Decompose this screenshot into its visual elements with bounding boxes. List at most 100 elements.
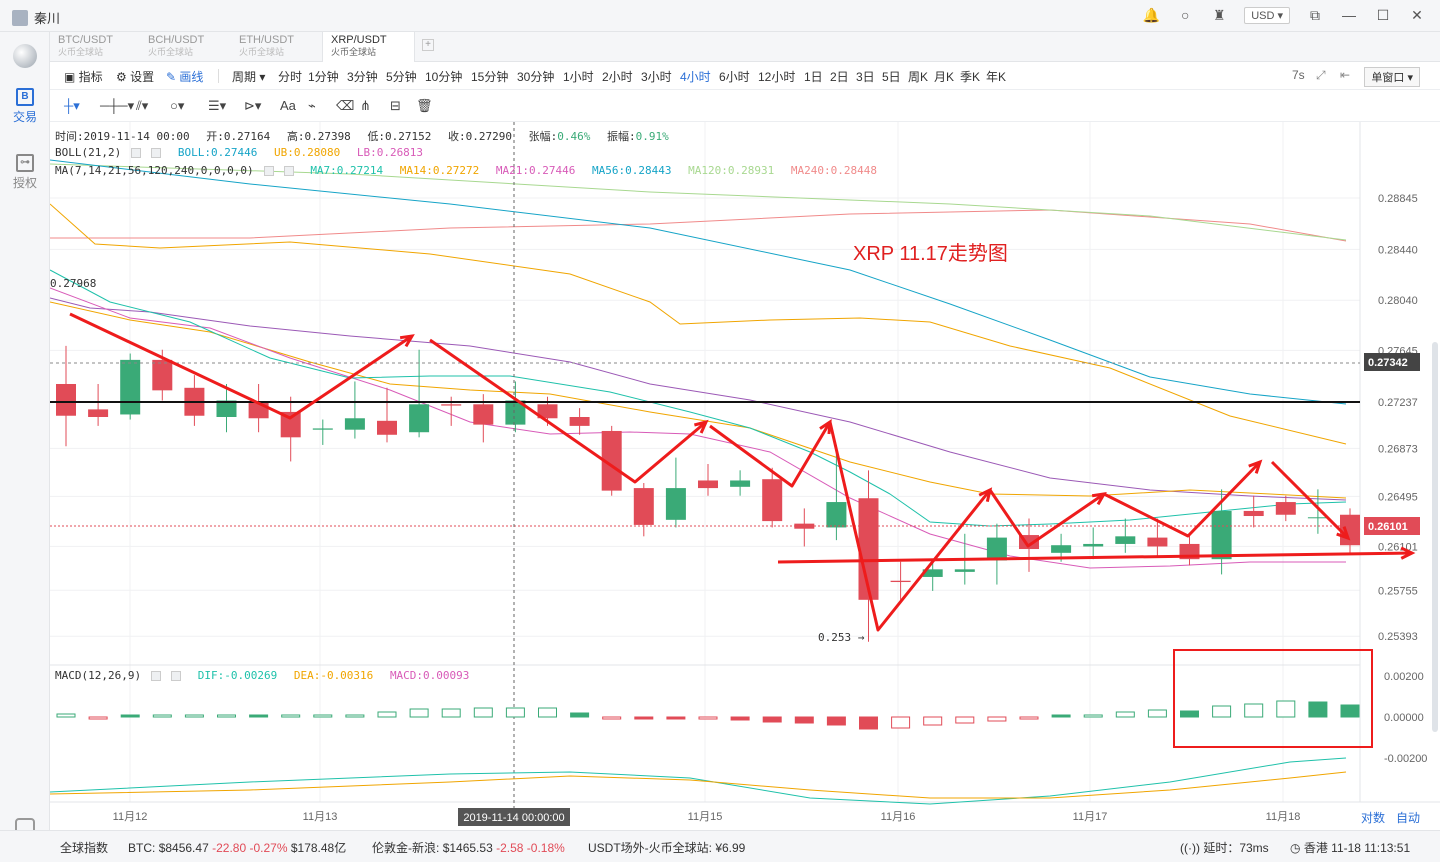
period-19[interactable]: 季K <box>960 70 981 84</box>
collapse-icon[interactable]: ⇤ <box>1340 68 1351 82</box>
macd-close-icon[interactable] <box>171 671 182 681</box>
global-index[interactable]: 全球指数 <box>60 841 109 855</box>
period-14[interactable]: 2日 <box>830 70 849 84</box>
maximize-icon[interactable]: ☐ <box>1376 6 1390 23</box>
draw-button[interactable]: ✎ 画线 <box>166 70 204 84</box>
ma120-value: MA120:0.28931 <box>688 164 775 177</box>
period-13[interactable]: 1日 <box>804 70 823 84</box>
period-18[interactable]: 月K <box>934 70 955 84</box>
period-2[interactable]: 3分钟 <box>347 70 378 84</box>
macd-settings-icon[interactable] <box>151 671 162 681</box>
macd-bar <box>281 714 301 718</box>
ma21-line <box>49 297 1347 501</box>
period-15[interactable]: 3日 <box>856 70 875 84</box>
ma-settings-icon[interactable] <box>263 166 274 176</box>
macd-tick-label: 0.00000 <box>1384 712 1424 724</box>
tab-eth[interactable]: ETH/USDT 火币全球站 <box>231 32 302 62</box>
user-info[interactable]: 秦川 <box>12 8 60 27</box>
vertical-scrollbar[interactable] <box>1432 342 1438 732</box>
ma14-value: MA14:0.27272 <box>399 164 480 177</box>
candle-body <box>1340 514 1360 546</box>
user-name: 秦川 <box>34 11 61 26</box>
trash-tool-icon[interactable]: 🗑 <box>416 98 433 113</box>
period-menu[interactable]: 周期 ▾ <box>232 70 266 84</box>
log-scale-button[interactable]: 对数 <box>1361 810 1385 825</box>
sidebar-item-auth[interactable]: ⊶ 授权 <box>0 154 50 191</box>
expand-icon[interactable]: ⤢ <box>1316 68 1326 82</box>
hline-tool-icon[interactable]: ─┼─▾ <box>100 98 135 113</box>
candle-body <box>762 479 783 522</box>
parallel-tool-icon[interactable]: ⫽▾ <box>136 98 149 113</box>
macd-bar <box>1115 711 1135 718</box>
currency-select[interactable]: USD ▾ <box>1244 6 1290 24</box>
tab-btc[interactable]: BTC/USDT 火币全球站 <box>50 32 121 62</box>
tab-xrp[interactable]: XRP/USDT 火币全球站 <box>322 32 415 62</box>
period-3[interactable]: 5分钟 <box>386 70 417 84</box>
period-16[interactable]: 5日 <box>882 70 901 84</box>
bell-icon[interactable]: 🔔 <box>1142 6 1160 23</box>
period-label: 周期 <box>232 70 257 84</box>
macd-bar <box>570 712 590 718</box>
ma-close-icon[interactable] <box>283 166 294 176</box>
magnet-tool-icon[interactable]: ⋔ <box>360 98 371 113</box>
candle-body <box>312 428 333 430</box>
candle-body <box>601 430 622 491</box>
period-8[interactable]: 2小时 <box>602 70 633 84</box>
indicators-button[interactable]: ▣ 指标 <box>64 70 103 84</box>
period-6[interactable]: 30分钟 <box>517 70 555 84</box>
eraser-tool-icon[interactable]: ⌫ <box>336 98 355 113</box>
chart-area[interactable]: 0.28845 0.28440 0.28040 0.27645 0.27237 0.268… <box>49 122 1440 830</box>
period-1[interactable]: 1分钟 <box>308 70 339 84</box>
gold-label: 伦敦金-新浪: <box>372 841 440 855</box>
macd-bar <box>313 714 333 718</box>
macd-bar <box>1244 703 1264 718</box>
period-4[interactable]: 10分钟 <box>425 70 463 84</box>
search-icon[interactable]: ○ <box>1180 7 1190 23</box>
period-10[interactable]: 4小时 <box>680 70 711 84</box>
brush-tool-icon[interactable]: ⌁ <box>308 98 316 113</box>
macd-bar <box>345 714 365 718</box>
period-5[interactable]: 15分钟 <box>471 70 509 84</box>
macd-bar <box>602 716 622 720</box>
boll-close-icon[interactable] <box>151 148 162 158</box>
lock-tool-icon[interactable]: ⊟ <box>390 98 401 113</box>
tab-pair: XRP/USDT <box>331 34 387 46</box>
text-tool-icon[interactable]: Aa <box>280 98 296 113</box>
crosshair-tool-icon[interactable]: ┼▾ <box>64 98 80 113</box>
fib-tool-icon[interactable]: ☰▾ <box>208 98 227 113</box>
chart-svg[interactable]: 0.288450.284400.280400.276450.272370.268… <box>49 122 1440 830</box>
period-9[interactable]: 3小时 <box>641 70 672 84</box>
period-12[interactable]: 12小时 <box>758 70 796 84</box>
shirt-icon[interactable]: ♜ <box>1212 6 1226 23</box>
period-17[interactable]: 周K <box>908 70 929 84</box>
add-tab-button[interactable]: + <box>422 39 434 51</box>
sidebar-item-trade[interactable]: B 交易 <box>0 88 50 125</box>
pattern-tool-icon[interactable]: ⊳▾ <box>244 98 262 113</box>
settings-button[interactable]: ⚙ 设置 <box>116 70 155 84</box>
candle-body <box>56 383 76 416</box>
window-select[interactable]: 单窗口 ▾ <box>1364 67 1420 87</box>
period-0[interactable]: 分时 <box>278 70 303 84</box>
macd-bar <box>1308 701 1328 718</box>
sidebar-trade-label: 交易 <box>12 110 37 124</box>
period-20[interactable]: 年K <box>986 70 1007 84</box>
boll-settings-icon[interactable] <box>131 148 142 158</box>
candle-body <box>826 502 847 528</box>
macd-bar <box>730 716 750 721</box>
ohlc-info: 时间:2019-11-14 00:00 开:0.27164 高:0.27398 … <box>55 128 679 144</box>
x-tick-label: 11月17 <box>1073 811 1108 823</box>
macd-bar <box>377 711 397 718</box>
x-tick-label: 11月13 <box>303 811 338 823</box>
y-tick-label: 0.27237 <box>1378 397 1418 409</box>
candle-body <box>441 404 462 406</box>
close-icon[interactable]: ✕ <box>1411 6 1423 23</box>
auto-scale-button[interactable]: 自动 <box>1396 811 1420 825</box>
tab-bch[interactable]: BCH/USDT 火币全球站 <box>140 32 212 62</box>
period-11[interactable]: 6小时 <box>719 70 750 84</box>
shape-tool-icon[interactable]: ○▾ <box>170 98 185 113</box>
popout-icon[interactable]: ⧉ <box>1310 6 1320 23</box>
macd-bar <box>891 716 911 729</box>
macd-bar <box>88 716 108 720</box>
minimize-icon[interactable]: — <box>1342 7 1356 23</box>
period-7[interactable]: 1小时 <box>563 70 594 84</box>
